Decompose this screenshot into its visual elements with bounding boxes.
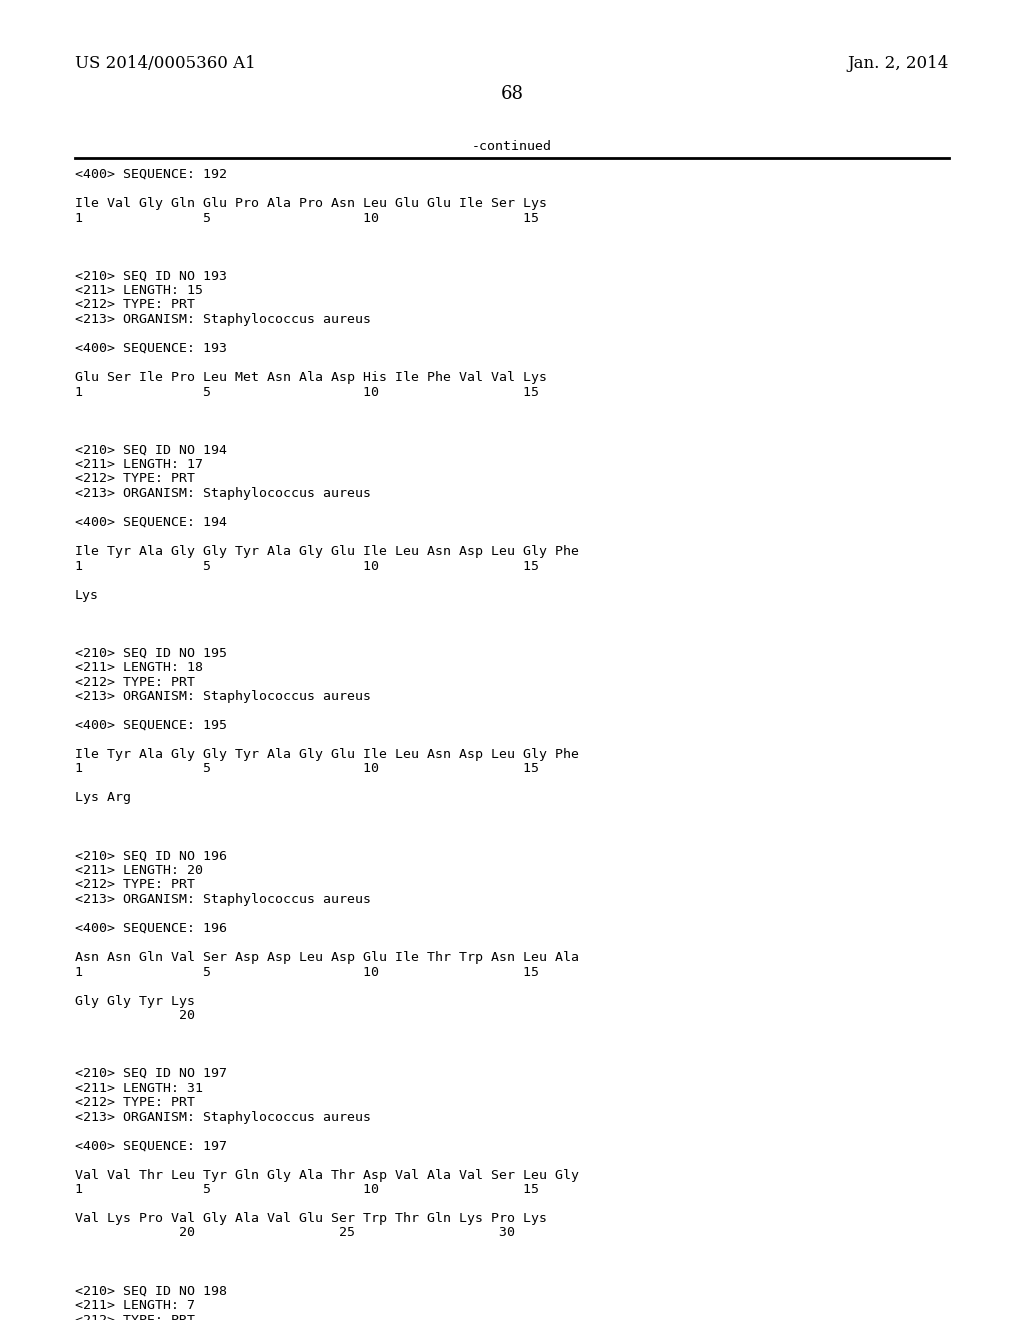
Text: Ile Tyr Ala Gly Gly Tyr Ala Gly Glu Ile Leu Asn Asp Leu Gly Phe: Ile Tyr Ala Gly Gly Tyr Ala Gly Glu Ile … xyxy=(75,748,579,762)
Text: <212> TYPE: PRT: <212> TYPE: PRT xyxy=(75,473,195,486)
Text: Ile Val Gly Gln Glu Pro Ala Pro Asn Leu Glu Glu Ile Ser Lys: Ile Val Gly Gln Glu Pro Ala Pro Asn Leu … xyxy=(75,197,547,210)
Text: <210> SEQ ID NO 193: <210> SEQ ID NO 193 xyxy=(75,269,227,282)
Text: Lys Arg: Lys Arg xyxy=(75,792,131,804)
Text: 1               5                   10                  15: 1 5 10 15 xyxy=(75,560,539,573)
Text: 68: 68 xyxy=(501,84,523,103)
Text: <212> TYPE: PRT: <212> TYPE: PRT xyxy=(75,298,195,312)
Text: <212> TYPE: PRT: <212> TYPE: PRT xyxy=(75,676,195,689)
Text: <212> TYPE: PRT: <212> TYPE: PRT xyxy=(75,1313,195,1320)
Text: <212> TYPE: PRT: <212> TYPE: PRT xyxy=(75,879,195,891)
Text: Glu Ser Ile Pro Leu Met Asn Ala Asp His Ile Phe Val Val Lys: Glu Ser Ile Pro Leu Met Asn Ala Asp His … xyxy=(75,371,547,384)
Text: <212> TYPE: PRT: <212> TYPE: PRT xyxy=(75,1096,195,1109)
Text: Asn Asn Gln Val Ser Asp Asp Leu Asp Glu Ile Thr Trp Asn Leu Ala: Asn Asn Gln Val Ser Asp Asp Leu Asp Glu … xyxy=(75,950,579,964)
Text: Lys: Lys xyxy=(75,589,99,602)
Text: -continued: -continued xyxy=(472,140,552,153)
Text: <400> SEQUENCE: 192: <400> SEQUENCE: 192 xyxy=(75,168,227,181)
Text: 20                  25                  30: 20 25 30 xyxy=(75,1226,515,1239)
Text: <211> LENGTH: 7: <211> LENGTH: 7 xyxy=(75,1299,195,1312)
Text: <211> LENGTH: 20: <211> LENGTH: 20 xyxy=(75,865,203,876)
Text: <210> SEQ ID NO 197: <210> SEQ ID NO 197 xyxy=(75,1067,227,1080)
Text: <213> ORGANISM: Staphylococcus aureus: <213> ORGANISM: Staphylococcus aureus xyxy=(75,894,371,906)
Text: <211> LENGTH: 18: <211> LENGTH: 18 xyxy=(75,661,203,675)
Text: Val Lys Pro Val Gly Ala Val Glu Ser Trp Thr Gln Lys Pro Lys: Val Lys Pro Val Gly Ala Val Glu Ser Trp … xyxy=(75,1212,547,1225)
Text: 1               5                   10                  15: 1 5 10 15 xyxy=(75,763,539,776)
Text: <213> ORGANISM: Staphylococcus aureus: <213> ORGANISM: Staphylococcus aureus xyxy=(75,313,371,326)
Text: Jan. 2, 2014: Jan. 2, 2014 xyxy=(848,55,949,73)
Text: <400> SEQUENCE: 196: <400> SEQUENCE: 196 xyxy=(75,921,227,935)
Text: 1               5                   10                  15: 1 5 10 15 xyxy=(75,211,539,224)
Text: <211> LENGTH: 31: <211> LENGTH: 31 xyxy=(75,1081,203,1094)
Text: 1               5                   10                  15: 1 5 10 15 xyxy=(75,1183,539,1196)
Text: <210> SEQ ID NO 195: <210> SEQ ID NO 195 xyxy=(75,647,227,660)
Text: <210> SEQ ID NO 194: <210> SEQ ID NO 194 xyxy=(75,444,227,457)
Text: <210> SEQ ID NO 198: <210> SEQ ID NO 198 xyxy=(75,1284,227,1298)
Text: Ile Tyr Ala Gly Gly Tyr Ala Gly Glu Ile Leu Asn Asp Leu Gly Phe: Ile Tyr Ala Gly Gly Tyr Ala Gly Glu Ile … xyxy=(75,545,579,558)
Text: <400> SEQUENCE: 197: <400> SEQUENCE: 197 xyxy=(75,1139,227,1152)
Text: <211> LENGTH: 17: <211> LENGTH: 17 xyxy=(75,458,203,471)
Text: 1               5                   10                  15: 1 5 10 15 xyxy=(75,385,539,399)
Text: Gly Gly Tyr Lys: Gly Gly Tyr Lys xyxy=(75,994,195,1007)
Text: <213> ORGANISM: Staphylococcus aureus: <213> ORGANISM: Staphylococcus aureus xyxy=(75,487,371,500)
Text: <400> SEQUENCE: 193: <400> SEQUENCE: 193 xyxy=(75,342,227,355)
Text: <213> ORGANISM: Staphylococcus aureus: <213> ORGANISM: Staphylococcus aureus xyxy=(75,1110,371,1123)
Text: Val Val Thr Leu Tyr Gln Gly Ala Thr Asp Val Ala Val Ser Leu Gly: Val Val Thr Leu Tyr Gln Gly Ala Thr Asp … xyxy=(75,1168,579,1181)
Text: <210> SEQ ID NO 196: <210> SEQ ID NO 196 xyxy=(75,850,227,862)
Text: <400> SEQUENCE: 195: <400> SEQUENCE: 195 xyxy=(75,719,227,733)
Text: 20: 20 xyxy=(75,1008,195,1022)
Text: <213> ORGANISM: Staphylococcus aureus: <213> ORGANISM: Staphylococcus aureus xyxy=(75,690,371,704)
Text: <400> SEQUENCE: 194: <400> SEQUENCE: 194 xyxy=(75,516,227,529)
Text: <211> LENGTH: 15: <211> LENGTH: 15 xyxy=(75,284,203,297)
Text: 1               5                   10                  15: 1 5 10 15 xyxy=(75,965,539,978)
Text: US 2014/0005360 A1: US 2014/0005360 A1 xyxy=(75,55,256,73)
